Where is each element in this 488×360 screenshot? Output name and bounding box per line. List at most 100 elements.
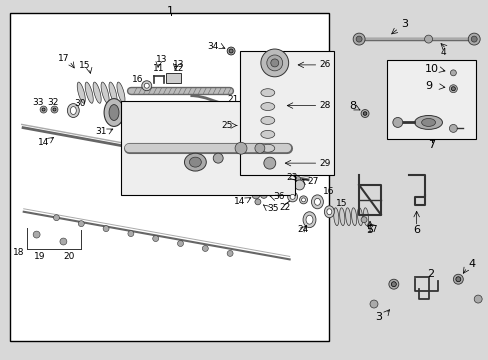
Circle shape: [388, 279, 398, 289]
Circle shape: [254, 199, 260, 205]
Text: 14: 14: [38, 138, 49, 147]
Text: 12: 12: [172, 64, 184, 73]
Text: 4: 4: [440, 49, 446, 58]
Text: 7: 7: [427, 140, 434, 150]
Circle shape: [455, 277, 460, 282]
Circle shape: [260, 49, 288, 77]
Circle shape: [254, 143, 264, 153]
Text: 5: 5: [366, 225, 373, 235]
Circle shape: [229, 49, 233, 53]
Ellipse shape: [357, 208, 362, 226]
Ellipse shape: [189, 157, 201, 167]
Circle shape: [473, 295, 481, 303]
Circle shape: [78, 221, 84, 227]
Circle shape: [260, 192, 267, 198]
Circle shape: [468, 33, 479, 45]
Text: 35: 35: [266, 204, 278, 213]
Circle shape: [270, 59, 278, 67]
Circle shape: [60, 238, 67, 245]
Ellipse shape: [314, 198, 320, 205]
Text: 15: 15: [79, 62, 90, 71]
Bar: [10, 13, 328, 341]
Text: 25: 25: [221, 121, 233, 130]
Ellipse shape: [93, 82, 101, 103]
Ellipse shape: [305, 215, 312, 224]
Text: 3: 3: [401, 19, 407, 29]
Ellipse shape: [260, 89, 274, 96]
Circle shape: [470, 36, 476, 42]
Circle shape: [266, 55, 282, 71]
Circle shape: [128, 231, 134, 237]
Ellipse shape: [414, 116, 442, 129]
Text: 2: 2: [426, 269, 433, 279]
Circle shape: [301, 198, 305, 202]
Ellipse shape: [184, 153, 206, 171]
Circle shape: [144, 83, 149, 88]
Circle shape: [360, 109, 368, 117]
Ellipse shape: [290, 176, 300, 183]
Ellipse shape: [70, 107, 76, 114]
Text: 9: 9: [425, 81, 432, 91]
Circle shape: [390, 282, 395, 287]
Text: 36: 36: [273, 192, 285, 201]
Ellipse shape: [101, 82, 109, 103]
Circle shape: [40, 106, 47, 113]
Ellipse shape: [260, 130, 274, 138]
Text: 1: 1: [167, 6, 174, 16]
Text: 30: 30: [74, 99, 86, 108]
Ellipse shape: [345, 208, 350, 226]
Circle shape: [360, 217, 366, 223]
Text: 17: 17: [58, 54, 69, 63]
Circle shape: [369, 300, 377, 308]
Ellipse shape: [104, 99, 123, 126]
Ellipse shape: [260, 117, 274, 125]
Text: 13: 13: [155, 55, 167, 64]
Text: 11: 11: [153, 64, 164, 73]
Circle shape: [448, 85, 456, 93]
Text: 13: 13: [172, 60, 183, 69]
Circle shape: [392, 117, 402, 127]
Bar: [240, 51, 334, 175]
Circle shape: [299, 196, 307, 204]
Text: 24: 24: [296, 225, 307, 234]
Circle shape: [226, 47, 235, 55]
Bar: [165, 73, 181, 83]
Circle shape: [449, 70, 455, 76]
Text: 16: 16: [323, 188, 334, 197]
Circle shape: [226, 251, 233, 256]
Circle shape: [51, 106, 58, 113]
Text: 4: 4: [468, 259, 474, 269]
Text: 23: 23: [285, 172, 297, 181]
Bar: [121, 100, 294, 195]
Text: 20: 20: [63, 252, 75, 261]
Circle shape: [287, 192, 297, 202]
Text: 8: 8: [349, 100, 356, 111]
Ellipse shape: [339, 208, 344, 226]
Circle shape: [352, 33, 365, 45]
Circle shape: [424, 35, 432, 43]
Ellipse shape: [324, 206, 334, 218]
Ellipse shape: [109, 82, 117, 103]
Ellipse shape: [67, 104, 79, 117]
Circle shape: [355, 36, 361, 42]
Circle shape: [294, 180, 304, 190]
Text: 31: 31: [95, 127, 107, 136]
Text: 6: 6: [412, 225, 419, 235]
Circle shape: [448, 125, 456, 132]
Ellipse shape: [85, 82, 93, 103]
Circle shape: [42, 108, 45, 111]
Text: 34: 34: [206, 41, 218, 50]
Ellipse shape: [303, 212, 315, 228]
Ellipse shape: [351, 208, 356, 226]
Text: 17: 17: [366, 225, 378, 234]
Circle shape: [235, 142, 246, 154]
Circle shape: [202, 246, 208, 251]
Text: 16: 16: [132, 75, 143, 84]
Circle shape: [363, 112, 366, 115]
Ellipse shape: [117, 82, 125, 103]
Text: 19: 19: [34, 252, 45, 261]
Text: 28: 28: [319, 101, 330, 110]
Text: 27: 27: [307, 177, 318, 186]
Ellipse shape: [363, 208, 368, 226]
Text: 26: 26: [319, 60, 330, 69]
